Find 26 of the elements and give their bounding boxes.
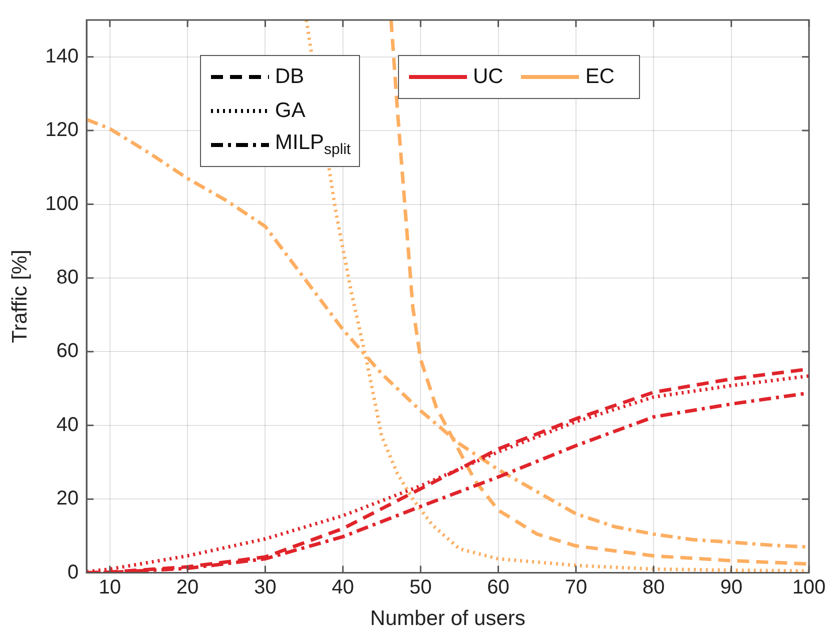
y-tick-label: 80 [56,266,79,288]
x-axis-title: Number of users [370,607,526,630]
y-tick-label: 120 [45,119,79,142]
y-axis-title: Traffic [%] [8,250,32,344]
x-tick-label: 10 [98,576,121,598]
x-tick-label: 90 [720,576,742,598]
x-tick-label: 100 [792,576,826,598]
annotation: GA [275,99,306,123]
x-tick-label: 30 [254,576,276,598]
x-tick-label: 70 [564,576,588,598]
y-tick-label: 60 [56,340,79,362]
annotation: DB [275,65,304,89]
y-tick-label: 140 [45,45,79,68]
annotation: MILP$_{split}$ [275,131,351,159]
x-tick-label: 50 [409,576,432,598]
x-tick-label: 40 [332,576,354,598]
y-tick-label: 100 [45,192,79,215]
y-tick-label: 0 [67,561,79,584]
annotation: EC [585,65,615,89]
style-key-box: DB GA MILP$_{split}$ [200,55,360,167]
annotation: UC [473,65,504,89]
y-tick-label: 20 [56,488,79,510]
y-tick-label: 40 [56,414,79,436]
x-tick-label: 20 [176,576,199,598]
x-tick-label: 80 [642,576,665,598]
x-tick-label: 60 [487,576,510,598]
